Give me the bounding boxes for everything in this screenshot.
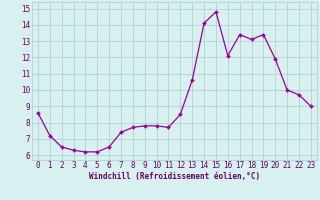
X-axis label: Windchill (Refroidissement éolien,°C): Windchill (Refroidissement éolien,°C): [89, 172, 260, 181]
